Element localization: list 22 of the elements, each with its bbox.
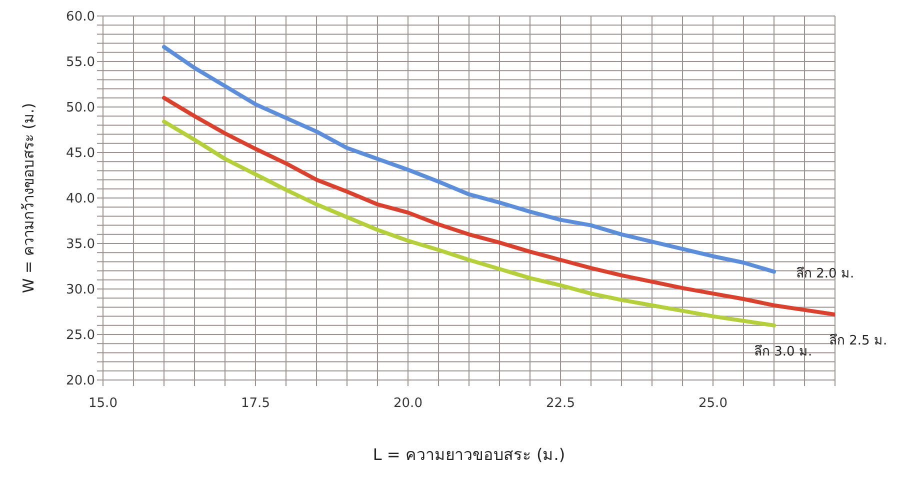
y-axis-title: W = ความกว้างขอบสระ (ม.) — [19, 102, 38, 294]
series-label: ลึก 2.5 ม. — [829, 333, 888, 348]
series-label: ลึก 3.0 ม. — [754, 344, 812, 360]
x-tick-label: 20.0 — [394, 396, 422, 412]
x-tick-label: 15.0 — [88, 396, 118, 412]
x-tick-label: 17.5 — [241, 396, 270, 412]
y-tick-label: 30.0 — [66, 282, 95, 298]
x-tick-label: 22.5 — [546, 396, 575, 412]
y-tick-label: 40.0 — [66, 192, 95, 207]
y-tick-label: 60.0 — [66, 10, 95, 25]
y-tick-label: 55.0 — [66, 55, 95, 70]
x-tick-label: 25.0 — [698, 396, 728, 412]
line-series — [162, 120, 776, 328]
line-series — [162, 44, 776, 274]
y-tick-label: 20.0 — [66, 374, 95, 389]
y-tick-label: 45.0 — [66, 146, 95, 162]
series-label: ลึก 2.0 ม. — [796, 266, 854, 282]
x-axis-title: L = ความยาวขอบสระ (ม.) — [372, 445, 566, 464]
y-tick-label: 25.0 — [66, 328, 95, 344]
y-tick-label: 50.0 — [66, 100, 95, 116]
y-tick-label: 35.0 — [66, 237, 95, 252]
line-series — [162, 96, 835, 316]
